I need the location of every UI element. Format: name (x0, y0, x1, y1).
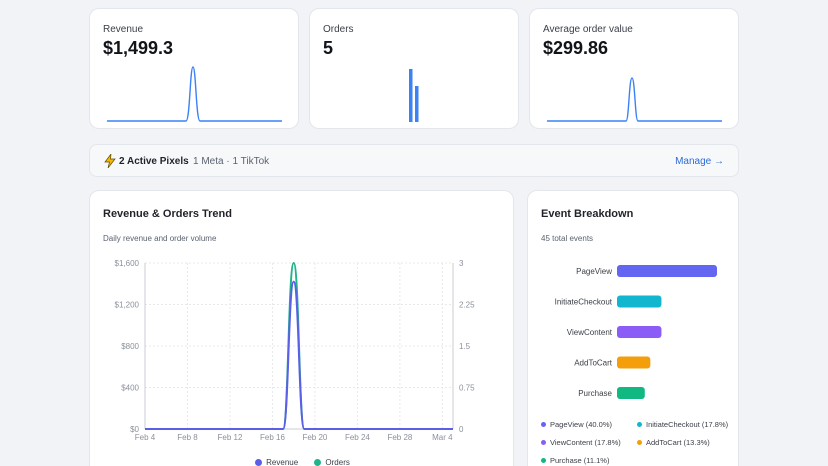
manage-pixels-link[interactable]: Manage → (675, 156, 724, 167)
event-label-purchase: Purchase (578, 389, 612, 398)
series-line-revenue (144, 280, 453, 430)
revenue-sparkline-line (107, 66, 282, 122)
x-tick-label: Feb 8 (177, 433, 198, 442)
event-legend-viewcontent-dot (541, 440, 546, 445)
event-legend-addtocart-dot (637, 440, 642, 445)
revenue-label: Revenue (103, 24, 144, 35)
bolt-icon (104, 154, 116, 168)
event-legend-viewcontent-label: ViewContent (17.8%) (550, 438, 621, 447)
x-tick-label: Feb 12 (218, 433, 243, 442)
trend-chart-subtitle: Daily revenue and order volume (103, 234, 217, 243)
aov-value: $299.86 (543, 38, 609, 58)
event-breakdown-title: Event Breakdown (541, 208, 634, 220)
y-left-tick-label: $1,600 (115, 259, 140, 268)
event-bar-chart: PageView InitiateCheckout ViewContent AddTo… (555, 265, 717, 399)
y-left-tick-label: $1,200 (115, 301, 140, 310)
event-bar-pageview (617, 265, 717, 277)
event-legend-purchase-label: Purchase (11.1%) (550, 456, 610, 465)
event-breakdown-subtitle: 45 total events (541, 234, 594, 243)
legend-orders-label: Orders (325, 458, 350, 466)
event-legend-purchase-dot (541, 458, 546, 463)
event-legend-addtocart: AddToCart (13.3%) (637, 438, 710, 447)
aov-label: Average order value (543, 24, 633, 35)
orders-sparkline (409, 69, 419, 122)
revenue-value: $1,499.3 (103, 38, 174, 58)
x-tick-label: Feb 4 (135, 433, 156, 442)
active-pixels-detail: 1 Meta · 1 TikTok (193, 156, 270, 167)
event-bar-viewcontent (617, 326, 662, 338)
active-pixels-title: 2 Active Pixels (119, 156, 189, 167)
x-tick-label: Mar 4 (432, 433, 453, 442)
event-label-pageview: PageView (576, 267, 612, 276)
event-legend-pageview: PageView (40.0%) (541, 420, 612, 429)
trend-chart-card: Revenue & Orders Trend Daily revenue and… (89, 190, 514, 466)
trend-chart: $0 $400 $800 $1,200 $1,600 0 0.75 1.5 2.25 3 Feb 4… (115, 259, 476, 442)
event-bar-addtocart (617, 356, 651, 369)
legend-revenue[interactable]: Revenue (255, 458, 298, 466)
orders-stat-card: Orders 5 (309, 8, 519, 129)
aov-sparkline (547, 77, 722, 122)
legend-orders[interactable]: Orders (314, 458, 350, 466)
orders-bar-1 (409, 69, 413, 122)
event-label-viewcontent: ViewContent (567, 328, 613, 337)
event-bar-purchase (617, 387, 645, 399)
event-breakdown-card: Event Breakdown 45 total events PageView… (527, 190, 739, 466)
revenue-stat-card: Revenue $1,499.3 (89, 8, 299, 129)
event-label-initiatecheckout: InitiateCheckout (555, 298, 613, 307)
event-legend-initiatecheckout: InitiateCheckout (17.8%) (637, 420, 728, 429)
active-pixels-bar: 2 Active Pixels 1 Meta · 1 TikTok Manage… (89, 144, 739, 177)
trend-chart-title: Revenue & Orders Trend (103, 208, 232, 220)
y-right-tick-label: 1.5 (459, 342, 471, 351)
y-right-tick-label: 0.75 (459, 384, 475, 393)
x-tick-label: Feb 20 (302, 433, 327, 442)
orders-label: Orders (323, 24, 354, 35)
y-right-tick-label: 2.25 (459, 301, 475, 310)
legend-revenue-label: Revenue (266, 458, 299, 466)
y-right-tick-label: 0 (459, 425, 464, 434)
aov-sparkline-line (547, 77, 722, 122)
x-tick-label: Feb 28 (387, 433, 412, 442)
event-legend-initiatecheckout-label: InitiateCheckout (17.8%) (646, 420, 729, 429)
orders-bar-2 (415, 86, 419, 122)
event-legend-viewcontent: ViewContent (17.8%) (541, 438, 621, 447)
x-tick-label: Feb 16 (260, 433, 285, 442)
event-legend-purchase: Purchase (11.1%) (541, 456, 609, 465)
event-label-addtocart: AddToCart (574, 359, 613, 368)
event-legend-pageview-dot (541, 422, 546, 427)
legend-orders-dot (314, 459, 322, 466)
orders-value: 5 (323, 38, 334, 58)
y-left-tick-label: $0 (130, 425, 139, 434)
event-legend-addtocart-label: AddToCart (13.3%) (646, 438, 710, 447)
revenue-sparkline (107, 66, 282, 122)
trend-legend: Revenue Orders (90, 458, 515, 466)
y-right-tick-label: 3 (459, 259, 464, 268)
x-tick-label: Feb 24 (345, 433, 370, 442)
event-bar-initiatecheckout (617, 295, 662, 308)
aov-stat-card: Average order value $299.86 (529, 8, 739, 129)
y-left-tick-label: $400 (121, 384, 139, 393)
event-legend-pageview-label: PageView (40.0%) (550, 420, 612, 429)
legend-revenue-dot (255, 459, 263, 466)
y-left-tick-label: $800 (121, 342, 139, 351)
event-legend-initiatecheckout-dot (637, 422, 642, 427)
